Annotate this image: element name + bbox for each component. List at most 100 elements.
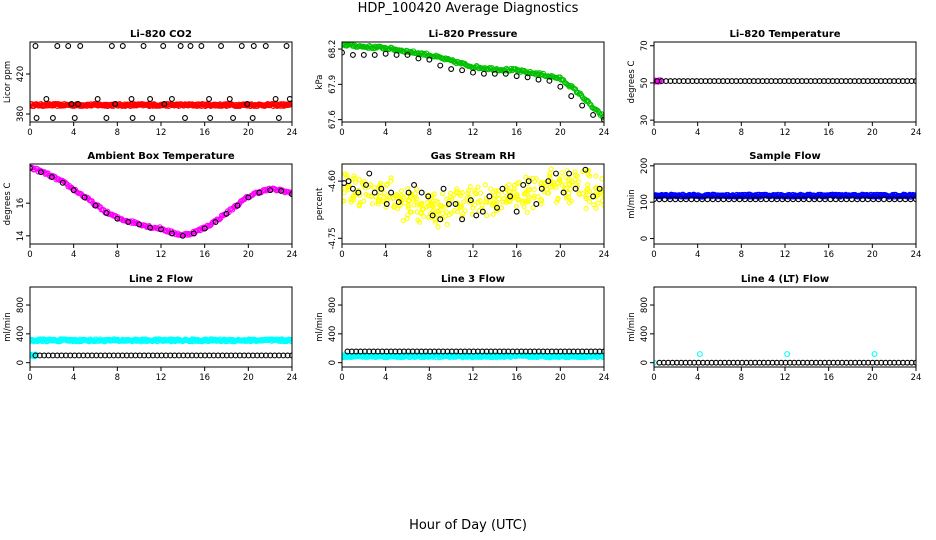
data-point xyxy=(48,174,55,181)
data-point xyxy=(103,210,110,216)
x-tick-label: 12 xyxy=(468,373,479,383)
data-point xyxy=(242,195,249,201)
y-tick-label: 67.9 xyxy=(328,75,338,94)
data-point xyxy=(344,172,350,178)
data-point xyxy=(234,202,241,209)
data-point xyxy=(435,209,441,215)
data-point xyxy=(524,209,530,215)
y-tick-label: 100 xyxy=(640,194,650,210)
data-point xyxy=(103,115,110,121)
x-tick-label: 4 xyxy=(71,128,76,138)
figure-title: HDP_100420 Average Diagnostics xyxy=(357,1,579,16)
data-point xyxy=(443,209,449,215)
data-point xyxy=(535,76,542,83)
data-point xyxy=(600,354,604,361)
data-point xyxy=(502,70,509,77)
data-point xyxy=(538,181,544,187)
data-point xyxy=(371,51,378,58)
data-point xyxy=(480,70,487,77)
x-tick-label: 8 xyxy=(739,250,744,260)
y-tick-label: 50 xyxy=(640,78,650,89)
data-point xyxy=(451,207,458,213)
data-point xyxy=(473,191,479,197)
data-point xyxy=(490,211,496,217)
x-tick-label: 12 xyxy=(780,128,791,138)
data-point xyxy=(583,205,589,212)
series-1 xyxy=(30,100,292,110)
x-tick-label: 8 xyxy=(427,250,432,260)
data-point xyxy=(495,191,502,197)
data-point xyxy=(560,189,567,196)
data-point xyxy=(140,43,147,49)
data-point xyxy=(586,199,592,205)
data-point xyxy=(514,192,520,198)
y-axis-label: degrees C xyxy=(3,183,13,226)
data-point xyxy=(451,192,457,198)
data-point xyxy=(345,178,352,185)
data-point xyxy=(398,188,405,194)
y-tick-label: -4.60 xyxy=(328,170,338,192)
data-point xyxy=(415,55,422,62)
data-point xyxy=(435,199,441,205)
data-point xyxy=(345,184,351,191)
y-axis-label: kPa xyxy=(315,75,325,90)
panel-title: Li–820 Temperature xyxy=(729,29,840,40)
data-point xyxy=(288,338,292,345)
data-point xyxy=(71,115,78,121)
data-point xyxy=(448,210,454,216)
data-point xyxy=(546,77,553,84)
data-point xyxy=(599,176,604,182)
series-2 xyxy=(654,78,916,85)
data-point xyxy=(486,199,492,205)
data-point xyxy=(342,198,347,204)
data-point xyxy=(360,51,367,58)
panel-3: Li–820 Temperature degrees C 0 4 8 12 16 20 24 30… xyxy=(627,29,921,138)
data-point xyxy=(62,180,69,186)
x-tick-label: 12 xyxy=(468,128,479,138)
data-point xyxy=(375,197,381,203)
data-point xyxy=(696,351,703,357)
data-point xyxy=(654,359,657,366)
data-point xyxy=(587,189,593,195)
x-tick-label: 8 xyxy=(739,373,744,383)
data-point xyxy=(582,166,589,173)
data-point xyxy=(212,219,219,225)
x-tick-label: 20 xyxy=(555,373,566,383)
data-point xyxy=(459,67,466,74)
panel-title: Li–820 Pressure xyxy=(429,29,518,40)
y-tick-label: 380 xyxy=(16,106,26,122)
data-point xyxy=(580,191,586,197)
data-point xyxy=(467,197,474,204)
data-point xyxy=(445,203,451,209)
y-axis-label: ml/min xyxy=(315,312,325,342)
data-point xyxy=(362,185,368,191)
data-point xyxy=(289,191,292,198)
series-1 xyxy=(342,42,604,120)
data-point xyxy=(871,351,878,357)
y-tick-label: -4.75 xyxy=(328,227,338,249)
data-point xyxy=(429,212,436,219)
y-tick-label: 67.6 xyxy=(328,110,338,129)
x-tick-label: 20 xyxy=(243,373,254,383)
y-tick-label: 400 xyxy=(640,326,650,342)
data-point xyxy=(30,165,33,171)
data-point xyxy=(479,208,486,215)
data-point xyxy=(531,187,537,193)
data-point xyxy=(421,213,427,219)
data-point xyxy=(363,182,369,188)
data-point xyxy=(256,189,263,196)
panel-title: Gas Stream RH xyxy=(431,151,516,162)
data-point xyxy=(289,352,292,359)
series-2 xyxy=(656,359,916,366)
data-point xyxy=(913,192,916,198)
x-tick-label: 12 xyxy=(780,373,791,383)
data-point xyxy=(482,182,488,188)
data-point xyxy=(524,74,531,81)
y-tick-label: 0 xyxy=(328,360,338,365)
data-point xyxy=(559,170,565,176)
data-point xyxy=(437,62,444,69)
series-2 xyxy=(344,348,604,355)
data-point xyxy=(160,43,167,49)
data-point xyxy=(404,215,410,221)
